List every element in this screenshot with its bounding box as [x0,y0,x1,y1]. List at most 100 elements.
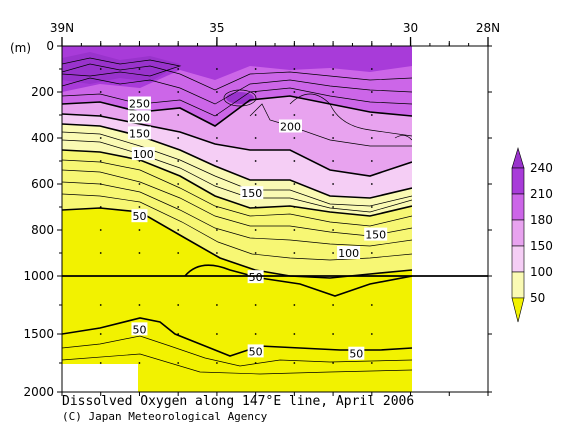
grid-dot [254,183,257,185]
contour-label-bg [127,126,151,140]
grid-dot [216,68,218,70]
legend-swatch [511,271,525,299]
grid-dot [99,91,102,93]
grid-dot [254,229,257,231]
contour-label-bg [127,96,151,110]
grid-dot [216,362,218,364]
grid-dot [138,229,141,231]
y-tick-label: 1500 [23,327,54,341]
grid-dot [138,68,141,70]
band-100-150 [62,150,412,278]
grid-dot [138,362,141,364]
grid-dot [332,252,334,254]
chart-title: Dissolved Oxygen along 147°E line, April… [62,394,415,409]
contour-label: 50 [249,345,263,358]
grid-dot [370,333,373,335]
grid-dot [177,183,180,185]
y-tick-label: 400 [31,131,54,145]
grid-dot [293,206,296,208]
grid-dot [99,68,102,70]
core-blob [226,92,254,104]
thin-contours-lower [62,335,412,375]
no-data-right [412,46,488,392]
grid-dot [332,206,334,208]
y-tick-label: 200 [31,85,54,99]
grid-dot [99,304,102,306]
grid-dot [370,206,373,208]
grid-dot [293,68,296,70]
grid-dot [254,304,257,306]
grid-dot [332,160,334,162]
contour-label-bg [337,246,361,259]
contour-50-loop [184,264,412,297]
grid-dot [138,91,141,93]
grid-dot [293,333,296,335]
grid-dot [332,68,334,70]
grid-dot [177,137,180,139]
grid-dot [177,206,180,208]
contour-200 [62,113,412,177]
legend-top-arrow [511,146,525,169]
band-150-180 [62,124,412,216]
legend-level-label: 210 [530,187,553,201]
grid-dot [99,333,102,335]
contour-label: 50 [132,210,146,223]
grid-dot [216,114,218,116]
grid-dot [332,183,334,185]
contour-label-bg [131,209,148,223]
y-tick-label: 2000 [23,385,54,399]
contour-label: 250 [129,98,150,111]
contour-label-bg [240,186,264,200]
contour-label: 50 [249,271,263,284]
contour-lines [62,57,412,375]
depth-axis: 0 200 400 600 800 1000 1500 2000 [23,39,492,399]
y-tick-label: 600 [31,177,54,191]
grid-dot [99,183,102,185]
legend-swatch [511,219,525,247]
grid-dot [216,91,218,93]
grid-dot [177,160,180,162]
contour-label-bg [131,322,148,336]
x-tick-label: 39N [50,21,74,35]
grid-dot [177,304,180,306]
contour-50-lower-a [62,317,412,357]
grid-dot [332,91,334,93]
grid-dot [99,160,102,162]
grid-dot [254,137,257,139]
grid-dot [216,160,218,162]
grid-dot [370,304,373,306]
grid-dot [332,333,334,335]
grid-dot [332,362,334,364]
grid-dot [293,91,296,93]
contour-label-bg [131,147,155,161]
grid-dot [177,229,180,231]
grid-dot [370,160,373,162]
legend-swatch [511,193,525,221]
grid-dot [370,137,373,139]
contour-label: 50 [349,348,363,361]
grid-dot [216,183,218,185]
contour-150 [62,123,412,199]
grid-dot [177,91,180,93]
grid-dot [177,362,180,364]
contour-label-bg [364,227,388,241]
grid-dot [370,68,373,70]
grid-dot [332,114,334,116]
grid-dot [216,252,218,254]
grid-dot [138,160,141,162]
grid-dot [99,229,102,231]
no-data-bottom-left [62,364,138,392]
grid-dot [332,304,334,306]
contour-label: 150 [241,187,262,200]
contour-label: 150 [365,229,386,242]
grid-dot [138,183,141,185]
contour-label-bg [278,119,302,133]
color-legend: 240 210 180 150 100 50 [511,146,553,323]
grid-dot [254,160,257,162]
latitude-axis: 39N 35 30 28N [50,21,500,396]
grid-dot [138,252,141,254]
grid-dot [254,252,257,254]
grid-dot [370,252,373,254]
